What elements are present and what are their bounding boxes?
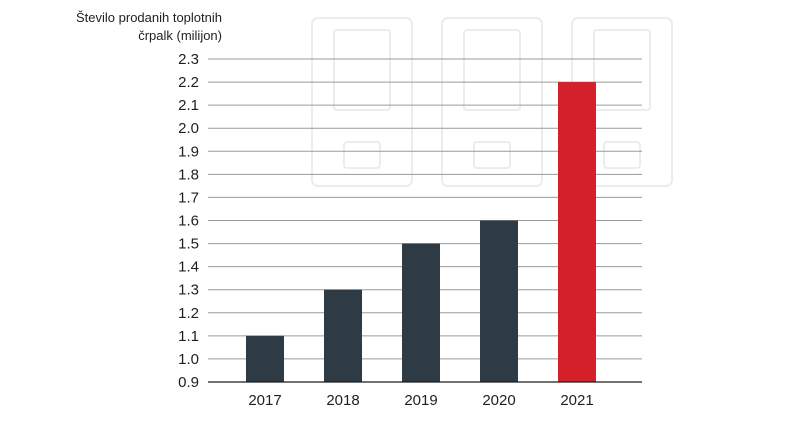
y-axis-label-line-1: Število prodanih toplotnih: [76, 10, 222, 25]
y-tick-label: 1.4: [178, 259, 199, 276]
heat-pump-outline-icon: [441, 17, 543, 187]
x-tick-label: 2017: [248, 392, 281, 409]
y-axis-ticks: 0.9 1.0 1.1 1.2 1.3 1.4 1.5 1.6 1.7 1.8 1.9 2.0 2.1 2…: [178, 51, 199, 391]
bar-2018: [324, 289, 362, 382]
x-tick-label: 2018: [326, 392, 359, 409]
bars: [246, 82, 596, 383]
background-heat-pump-illustration: [311, 17, 673, 187]
y-tick-label: 2.0: [178, 120, 199, 137]
y-tick-label: 1.8: [178, 166, 199, 183]
bar-2021: [558, 82, 596, 383]
x-tick-label: 2020: [482, 392, 515, 409]
y-axis-label-line-2: črpalk (milijon): [138, 28, 222, 43]
y-tick-label: 1.5: [178, 236, 199, 253]
y-tick-label: 2.1: [178, 97, 199, 114]
y-tick-label: 1.6: [178, 213, 199, 230]
y-tick-label: 2.3: [178, 51, 199, 68]
y-tick-label: 2.2: [178, 74, 199, 91]
bar-2019: [402, 243, 440, 382]
x-tick-label: 2021: [560, 392, 593, 409]
y-tick-label: 1.1: [178, 328, 199, 345]
bar-2017: [246, 335, 284, 382]
y-tick-label: 1.7: [178, 189, 199, 206]
y-tick-label: 1.9: [178, 143, 199, 160]
bar-2020: [480, 220, 518, 382]
y-tick-label: 1.0: [178, 351, 199, 368]
y-tick-label: 0.9: [178, 374, 199, 391]
heat-pump-outline-icon: [311, 17, 413, 187]
y-tick-label: 1.3: [178, 282, 199, 299]
y-tick-label: 1.2: [178, 305, 199, 322]
x-tick-label: 2019: [404, 392, 437, 409]
x-axis-categories: 2017 2018 2019 2020 2021: [248, 392, 593, 409]
